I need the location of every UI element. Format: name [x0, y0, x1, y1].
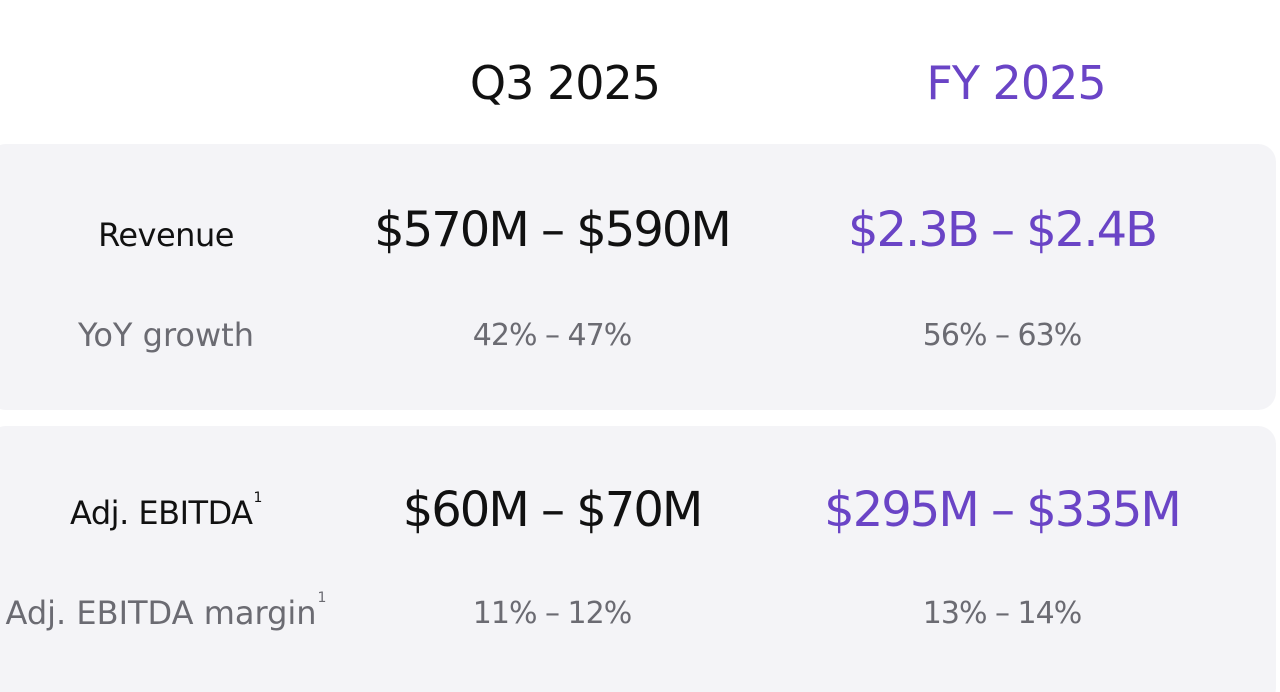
row-label-adj-ebitda: Adj. EBITDA1: [6, 490, 326, 532]
footnote-marker: 1: [253, 490, 263, 506]
column-header-fy: FY 2025: [926, 56, 1106, 110]
adj-ebitda-margin-q3-value: 11% – 12%: [472, 596, 632, 631]
yoy-growth-q3-value: 42% – 47%: [472, 318, 632, 353]
adj-ebitda-card: Adj. EBITDA1 $60M – $70M $295M – $335M A…: [0, 426, 1276, 692]
adj-ebitda-fy-value: $295M – $335M: [824, 482, 1182, 538]
row-sublabel-yoy-growth: YoY growth: [78, 316, 254, 354]
column-header-q3: Q3 2025: [469, 56, 661, 110]
yoy-growth-fy-value: 56% – 63%: [922, 318, 1082, 353]
row-sublabel-text: Adj. EBITDA margin: [5, 594, 317, 632]
revenue-fy-value: $2.3B – $2.4B: [847, 202, 1158, 258]
revenue-q3-value: $570M – $590M: [374, 202, 732, 258]
revenue-card: Revenue $570M – $590M $2.3B – $2.4B YoY …: [0, 144, 1276, 410]
row-sublabel-adj-ebitda-margin: Adj. EBITDA margin1: [0, 590, 346, 632]
adj-ebitda-q3-value: $60M – $70M: [402, 482, 704, 538]
footnote-marker: 1: [317, 590, 327, 606]
row-label-revenue: Revenue: [6, 216, 326, 254]
row-label-text: Revenue: [98, 216, 234, 254]
row-label-text: Adj. EBITDA: [70, 494, 253, 532]
adj-ebitda-margin-fy-value: 13% – 14%: [922, 596, 1082, 631]
